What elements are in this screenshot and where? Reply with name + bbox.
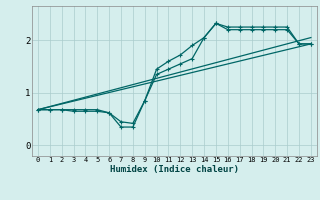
X-axis label: Humidex (Indice chaleur): Humidex (Indice chaleur)	[110, 165, 239, 174]
